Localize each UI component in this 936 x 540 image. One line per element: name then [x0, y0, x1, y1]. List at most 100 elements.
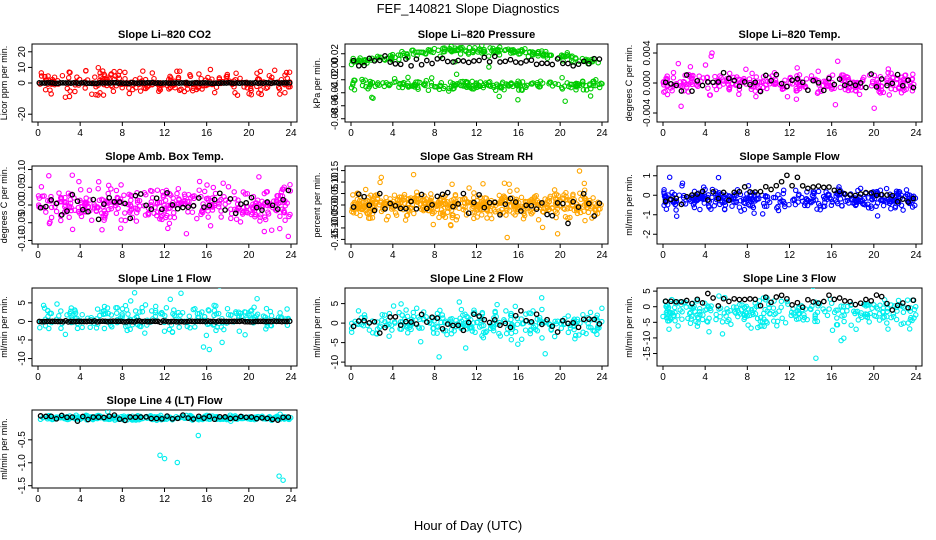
- data-point: [874, 188, 880, 195]
- data-point: [832, 101, 839, 108]
- reference-point: [248, 414, 255, 420]
- data-point: [486, 64, 492, 70]
- panel-3: Slope Li–820 Temp.degrees C per min.0 4 8 1…: [624, 29, 923, 139]
- data-point: [828, 202, 835, 209]
- panel-title: Slope Line 3 Flow: [743, 273, 836, 285]
- reference-point: [264, 415, 271, 422]
- data-point: [479, 44, 485, 49]
- data-point: [268, 313, 275, 319]
- reference-point: [361, 193, 367, 200]
- data-point: [48, 214, 55, 221]
- data-point: [884, 308, 890, 315]
- data-point: [519, 87, 525, 93]
- y-tick-label: -1: [642, 210, 653, 219]
- points-layer: [37, 410, 294, 483]
- reference-point: [112, 79, 119, 86]
- data-point: [504, 234, 510, 241]
- data-point: [518, 316, 525, 322]
- data-point: [534, 328, 541, 334]
- data-point: [280, 186, 287, 192]
- reference-point: [491, 199, 498, 206]
- x-tick-label: 12: [471, 250, 483, 261]
- reference-point: [222, 414, 228, 420]
- x-tick-label: 20: [555, 128, 567, 139]
- data-point: [694, 323, 701, 329]
- data-point: [874, 213, 881, 219]
- data-point: [207, 66, 214, 73]
- reference-point: [120, 318, 127, 325]
- data-point: [434, 206, 441, 213]
- reference-point: [132, 192, 139, 199]
- data-point: [888, 199, 894, 205]
- data-point: [163, 305, 170, 311]
- data-point: [751, 192, 758, 198]
- data-point: [582, 217, 588, 224]
- data-point: [565, 329, 572, 336]
- reference-point: [215, 80, 222, 87]
- reference-point: [207, 318, 214, 325]
- data-point: [390, 303, 397, 309]
- data-point: [113, 304, 119, 311]
- data-point: [803, 76, 810, 82]
- reference-point: [86, 80, 93, 87]
- data-point: [448, 222, 454, 229]
- data-point: [568, 84, 574, 91]
- reference-point: [575, 61, 582, 68]
- data-point: [205, 307, 212, 313]
- data-point: [794, 73, 800, 79]
- reference-point: [580, 190, 587, 197]
- reference-point: [234, 80, 240, 86]
- data-point: [808, 73, 815, 79]
- data-point: [515, 341, 521, 347]
- x-tick-label: 12: [471, 372, 483, 383]
- reference-point: [413, 56, 420, 62]
- data-point: [362, 199, 369, 205]
- reference-point: [387, 59, 394, 65]
- data-point: [371, 196, 377, 202]
- y-tick-label: -0.05: [330, 205, 341, 228]
- y-tick-label: 5: [330, 300, 341, 306]
- x-tick-label: 4: [390, 372, 396, 383]
- data-point: [487, 325, 494, 332]
- reference-point: [260, 318, 267, 325]
- reference-point: [805, 185, 811, 192]
- data-point: [781, 81, 787, 87]
- data-point: [357, 55, 363, 61]
- panel-title: Slope Sample Flow: [739, 151, 840, 163]
- data-point: [845, 265, 849, 269]
- data-point: [234, 92, 241, 98]
- data-point: [88, 217, 95, 224]
- data-point: [511, 48, 517, 55]
- reference-point: [768, 77, 774, 84]
- data-point: [366, 327, 373, 333]
- data-point: [705, 85, 711, 91]
- reference-point: [75, 80, 82, 87]
- data-point: [546, 199, 552, 205]
- data-point: [428, 80, 435, 86]
- data-point: [815, 303, 821, 309]
- x-tick-label: 12: [471, 128, 483, 139]
- reference-point: [60, 79, 66, 86]
- reference-point: [539, 321, 545, 328]
- data-point: [481, 329, 487, 336]
- reference-point: [162, 318, 169, 325]
- data-point: [504, 207, 510, 213]
- data-point: [706, 329, 712, 335]
- data-point: [693, 318, 699, 325]
- data-point: [359, 76, 365, 83]
- data-point: [96, 197, 103, 204]
- reference-point: [699, 82, 706, 89]
- reference-point: [148, 415, 155, 422]
- data-point: [199, 209, 206, 216]
- x-tick-label: 8: [745, 250, 751, 261]
- reference-point: [778, 178, 785, 185]
- data-point: [456, 299, 463, 305]
- reference-point: [820, 184, 827, 191]
- data-point: [469, 328, 476, 334]
- reference-point: [213, 318, 219, 325]
- reference-point: [857, 80, 864, 86]
- data-point: [414, 84, 421, 91]
- reference-point: [243, 414, 250, 421]
- reference-point: [53, 415, 60, 422]
